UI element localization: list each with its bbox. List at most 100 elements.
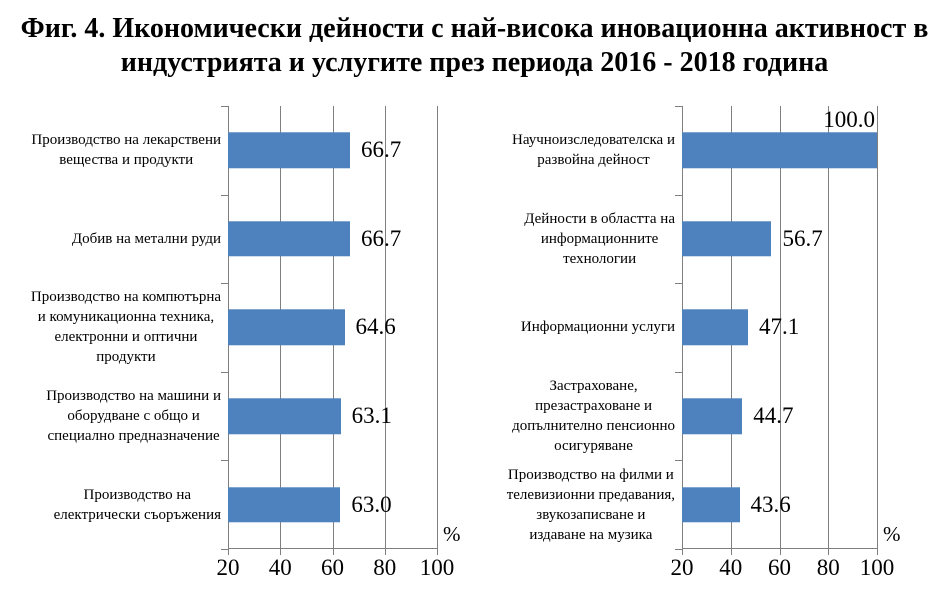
category-axis-tick (675, 194, 682, 196)
x-axis-tick (384, 549, 386, 555)
category-label-text: Информационни услуги (520, 319, 675, 336)
value-label: 43.6 (750, 491, 791, 517)
value-label: 56.7 (782, 225, 823, 251)
x-axis-tick (280, 549, 282, 555)
bar (682, 486, 740, 523)
category-axis-tick (221, 549, 228, 550)
plot-area: 100.0 56.7 47.1 44.7 43.6 20 40 60 80 100 % (671, 106, 901, 580)
category-label: Дейности в областта на информационните т… (480, 195, 682, 284)
gridline (437, 106, 438, 549)
percent-unit-label: % (883, 522, 901, 546)
bar-row: 64.6 (228, 283, 437, 372)
category-label: Производство на лекарствени вещества и п… (0, 106, 228, 195)
category-axis-tick (221, 460, 228, 462)
bar-row: 66.7 (228, 106, 437, 195)
gridline (779, 106, 781, 549)
x-tick-label: 80 (373, 555, 397, 580)
value-label: 44.7 (753, 403, 794, 429)
x-tick-label: 40 (719, 555, 743, 580)
x-tick-label: 20 (670, 555, 694, 580)
gridline (877, 106, 878, 549)
x-axis-tick (437, 549, 438, 555)
category-axis-tick (675, 283, 682, 285)
bar-row: 100.0 (682, 106, 877, 195)
x-tick-label: 20 (216, 555, 240, 580)
category-label: Производство на компютърна и комуникацио… (0, 283, 228, 372)
x-tick-label: 60 (768, 555, 791, 580)
value-label: 63.1 (351, 403, 392, 429)
bar-row: 63.1 (228, 372, 437, 461)
bar-rows: 100.0 56.7 47.1 44.7 43.6 (682, 106, 877, 549)
category-axis-tick (675, 549, 682, 550)
percent-unit-label: % (443, 522, 461, 546)
x-axis-tick (682, 549, 683, 555)
category-label-text: Научноизследователска и развойна дейност (512, 132, 675, 169)
category-label: Научноизследователска и развойна дейност (480, 106, 682, 195)
bar-rows: 66.7 66.7 64.6 63.1 63.0 (228, 106, 437, 549)
value-label: 63.0 (351, 491, 392, 517)
bar-row: 44.7 (682, 372, 877, 461)
bar-row: 47.1 (682, 283, 877, 372)
bar-row: 63.0 (228, 460, 437, 549)
x-tick-label: 40 (268, 555, 292, 580)
category-label-text: Добив на метални руди (71, 230, 221, 247)
bar (682, 132, 877, 169)
bar-row: 66.7 (228, 195, 437, 284)
category-label: Застраховане, презастраховане и допълнит… (480, 372, 682, 461)
value-label: 66.7 (361, 137, 402, 163)
value-label: 100.0 (823, 107, 875, 132)
category-labels: Научноизследователска и развойна дейност… (480, 106, 682, 549)
category-axis-tick (675, 460, 682, 462)
category-label-text: Производство на електрически съоръжения (53, 486, 221, 523)
category-label: Производство на електрически съоръжения (0, 460, 228, 549)
category-label-text: Производство на машини и оборудване с об… (46, 388, 221, 445)
bar-row: 56.7 (682, 195, 877, 284)
x-axis-labels: 20 40 60 80 100 (671, 554, 895, 584)
category-label: Информационни услуги (480, 283, 682, 372)
category-label-text: Застраховане, презастраховане и допълнит… (512, 378, 675, 455)
category-axis-tick (221, 371, 228, 373)
category-label-text: Производство на филми и телевизионни пре… (506, 466, 675, 543)
x-axis-labels: 20 40 60 80 100 (217, 554, 455, 584)
category-label-text: Производство на лекарствени вещества и п… (31, 132, 221, 169)
x-axis-tick (730, 549, 732, 555)
category-label: Производство на филми и телевизионни пре… (480, 460, 682, 549)
gridline (384, 106, 386, 549)
bar (228, 221, 350, 257)
value-label: 64.6 (355, 314, 396, 340)
category-axis-tick (675, 371, 682, 373)
plot-area: 66.7 66.7 64.6 63.1 63.0 20 40 60 80 100 % (217, 106, 461, 580)
bar (228, 398, 341, 434)
value-label: 47.1 (759, 314, 800, 340)
bar (228, 132, 350, 169)
bar (228, 486, 341, 523)
bar (228, 309, 345, 346)
bar-row: 43.6 (682, 460, 877, 549)
category-label: Добив на метални руди (0, 195, 228, 284)
category-labels: Производство на лекарствени вещества и п… (0, 106, 228, 549)
x-tick-label: 100 (419, 555, 455, 580)
chart-services: Научноизследователска и развойна дейност… (480, 106, 901, 580)
value-label: 66.7 (361, 225, 402, 251)
x-axis-tick (877, 549, 878, 555)
x-tick-label: 100 (859, 555, 895, 580)
x-tick-label: 80 (816, 555, 840, 580)
x-axis-tick (779, 549, 781, 555)
x-axis-tick (228, 549, 229, 555)
category-axis-tick (221, 194, 228, 196)
category-label-text: Дейности в областта на информационните т… (524, 210, 675, 267)
figure-title: Фиг. 4. Икономически дейности с най-висо… (20, 13, 929, 78)
x-axis-tick (332, 549, 334, 555)
x-axis-tick (828, 549, 830, 555)
chart-industry: Производство на лекарствени вещества и п… (0, 106, 461, 580)
category-axis-tick (221, 106, 228, 107)
category-label-text: Производство на компютърна и комуникацио… (30, 289, 221, 366)
bar (682, 309, 749, 346)
x-tick-label: 60 (321, 555, 344, 580)
bar (682, 221, 772, 257)
bar (682, 398, 743, 434)
gridline (828, 106, 830, 549)
category-axis-tick (675, 106, 682, 107)
category-axis-tick (221, 283, 228, 285)
